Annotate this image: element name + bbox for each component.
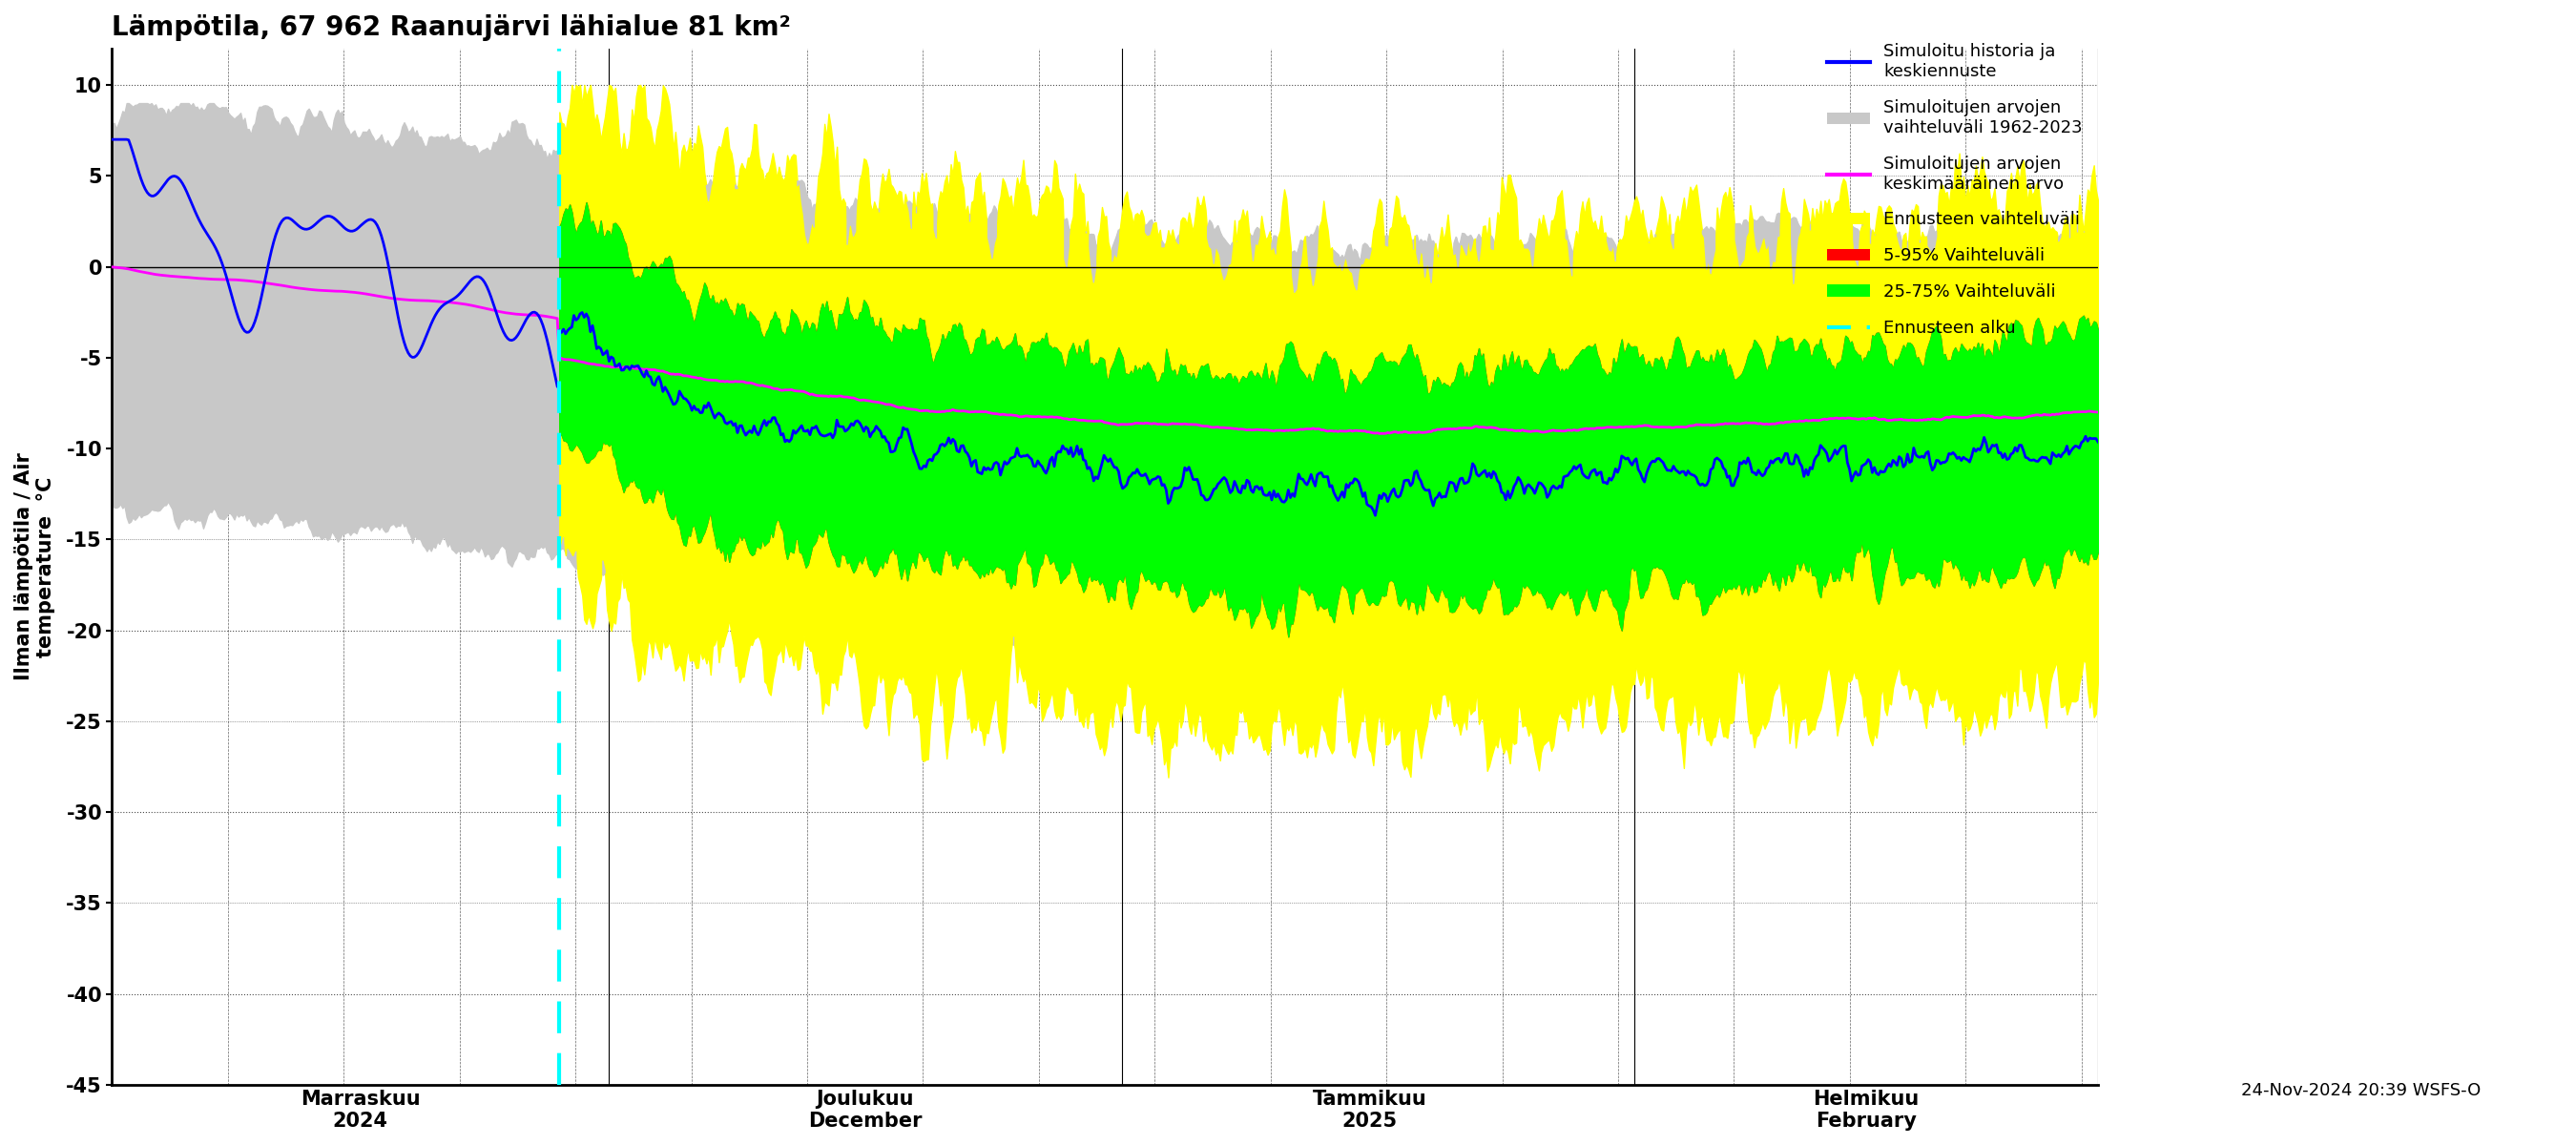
Text: 24-Nov-2024 20:39 WSFS-O: 24-Nov-2024 20:39 WSFS-O (2241, 1082, 2481, 1099)
Text: Lämpötila, 67 962 Raanujärvi lähialue 81 km²: Lämpötila, 67 962 Raanujärvi lähialue 81… (113, 14, 791, 41)
Legend: Simuloitu historia ja
keskiennuste, Simuloitujen arvojen
vaihteluväli 1962-2023,: Simuloitu historia ja keskiennuste, Simu… (1819, 37, 2089, 344)
Y-axis label: Ilman lämpötila / Air
temperature  °C: Ilman lämpötila / Air temperature °C (15, 452, 57, 680)
